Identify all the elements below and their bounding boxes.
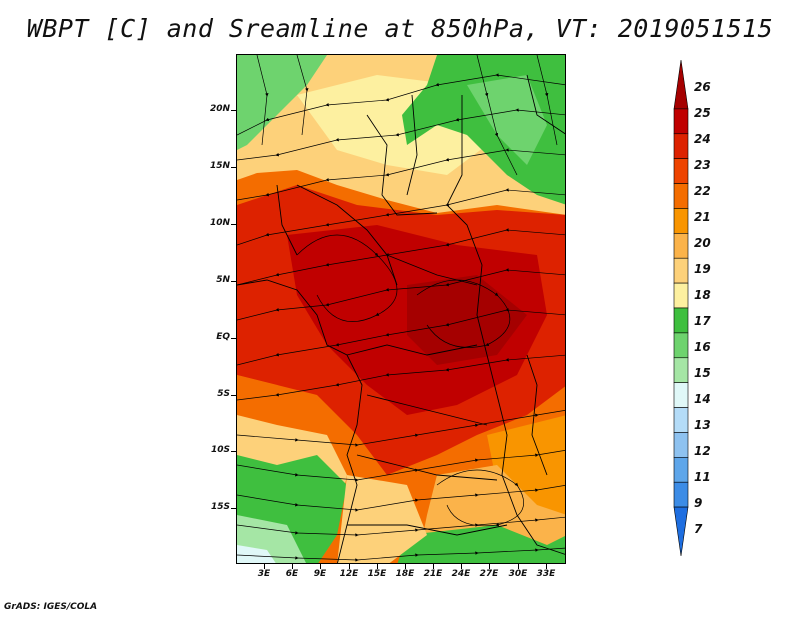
lon-label: 24E — [451, 569, 471, 579]
colorbar-swatch — [673, 158, 689, 184]
colorbar-label: 13 — [694, 418, 711, 432]
colorbar-swatch — [673, 307, 689, 334]
colorbar-swatch — [673, 233, 689, 259]
colorbar-swatch — [673, 457, 689, 483]
colorbar-label: 22 — [694, 184, 711, 198]
colorbar-label: 9 — [694, 496, 703, 510]
lat-tick — [231, 281, 236, 282]
colorbar-label: 25 — [694, 106, 711, 120]
colorbar-label: 7 — [694, 522, 703, 536]
lat-tick — [231, 508, 236, 509]
lat-label: EQ — [216, 332, 230, 342]
lon-label: 30E — [508, 569, 528, 579]
lat-tick — [231, 451, 236, 452]
lon-label: 6E — [285, 569, 299, 579]
colorbar-swatch — [673, 432, 689, 458]
lon-label: 33E — [536, 569, 556, 579]
lat-tick — [231, 167, 236, 168]
lat-label: 10S — [210, 445, 230, 455]
colorbar-label: 15 — [694, 366, 711, 380]
colorbar-label: 14 — [694, 392, 711, 406]
lat-tick — [231, 110, 236, 111]
lon-label: 12E — [339, 569, 359, 579]
colorbar-swatch — [673, 357, 689, 383]
streamlines — [237, 55, 565, 562]
lat-label: 5S — [217, 389, 230, 399]
lon-tick — [461, 564, 462, 569]
lon-tick — [292, 564, 293, 569]
colorbar-swatch — [673, 407, 689, 433]
colorbar-label: 19 — [694, 262, 711, 276]
lon-tick — [405, 564, 406, 569]
lat-label: 10N — [209, 218, 230, 228]
colorbar-label: 18 — [694, 288, 711, 302]
colorbar-swatch — [673, 183, 689, 209]
lon-label: 27E — [479, 569, 499, 579]
lat-label: 5N — [216, 275, 230, 285]
lon-tick — [546, 564, 547, 569]
colorbar-swatch — [673, 506, 689, 557]
colorbar-swatch — [673, 59, 689, 110]
colorbar-label: 12 — [694, 444, 711, 458]
colorbar-swatch — [673, 257, 689, 284]
lon-tick — [489, 564, 490, 569]
field-sw-cyan — [237, 545, 276, 563]
colorbar-swatch — [673, 332, 689, 359]
lon-tick — [264, 564, 265, 569]
wbpt-field-map — [237, 55, 565, 563]
lon-label: 21E — [423, 569, 443, 579]
lon-label: 3E — [257, 569, 271, 579]
lat-label: 20N — [209, 104, 230, 114]
lat-tick — [231, 224, 236, 225]
chart-title: WBPT [C] and Sreamline at 850hPa, VT: 20… — [26, 14, 774, 43]
colorbar-label: 17 — [694, 314, 711, 328]
colorbar-label: 26 — [694, 80, 711, 94]
colorbar — [673, 59, 689, 557]
colorbar-swatch — [673, 108, 689, 135]
colorbar-label: 11 — [694, 470, 711, 484]
colorbar-label: 16 — [694, 340, 711, 354]
colorbar-label: 21 — [694, 210, 711, 224]
lat-tick — [231, 395, 236, 396]
lon-tick — [377, 564, 378, 569]
colorbar-swatch — [673, 481, 689, 508]
lon-label: 15E — [367, 569, 387, 579]
lon-tick — [433, 564, 434, 569]
colorbar-label: 23 — [694, 158, 711, 172]
colorbar-label: 24 — [694, 132, 711, 146]
lon-tick — [349, 564, 350, 569]
colorbar-swatch — [673, 133, 689, 159]
colorbar-swatch — [673, 382, 689, 408]
lon-label: 18E — [395, 569, 415, 579]
lat-label: 15N — [209, 161, 230, 171]
lon-tick — [518, 564, 519, 569]
colorbar-swatch — [673, 208, 689, 234]
footer-credit: GrADS: IGES/COLA — [4, 602, 98, 612]
lon-label: 9E — [313, 569, 327, 579]
colorbar-swatch — [673, 282, 689, 309]
map-panel — [236, 54, 566, 564]
lon-tick — [320, 564, 321, 569]
colorbar-label: 20 — [694, 236, 711, 250]
lat-tick — [231, 338, 236, 339]
lat-label: 15S — [210, 502, 230, 512]
